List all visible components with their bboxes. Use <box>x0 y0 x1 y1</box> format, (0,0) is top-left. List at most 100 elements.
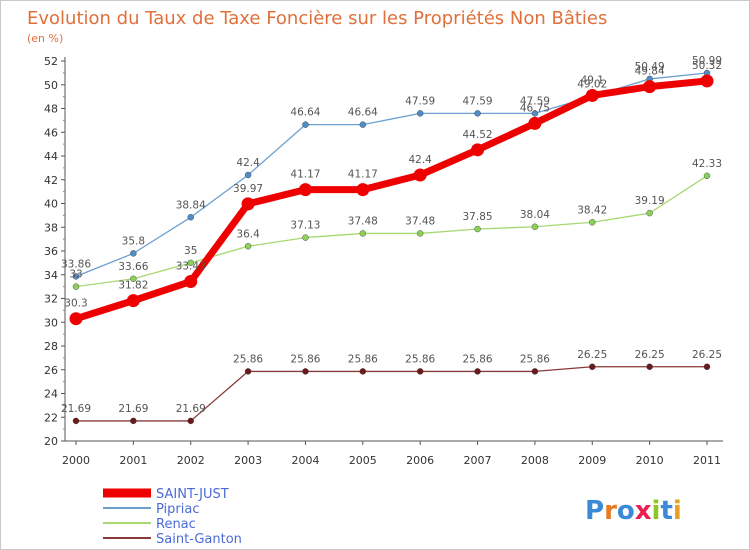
data-label-pipriac: 47.59 <box>405 95 435 107</box>
chart-subtitle: (en %) <box>27 32 63 45</box>
data-point-renac <box>474 225 481 233</box>
data-point-renac <box>302 234 309 241</box>
data-label-saint-just: 44.52 <box>463 129 493 141</box>
data-point-saint-just <box>413 168 427 182</box>
data-point-pipriac <box>359 121 367 128</box>
data-point-renac <box>416 230 424 237</box>
data-label-pipriac: 49.02 <box>577 78 607 90</box>
data-point-saint-ganton <box>416 368 424 375</box>
y-tick-label: 42 <box>44 174 58 187</box>
data-point-renac <box>703 172 711 180</box>
legend-label-pipriac: Pipriac <box>156 502 200 517</box>
data-label-pipriac: 50.49 <box>635 61 665 73</box>
data-point-saint-just <box>643 80 657 94</box>
data-label-saint-ganton: 21.69 <box>176 403 206 415</box>
data-label-pipriac: 38.84 <box>176 199 206 211</box>
x-tick-label: 2006 <box>406 454 434 467</box>
data-label-pipriac: 35.8 <box>122 235 145 247</box>
data-point-saint-ganton <box>646 363 653 370</box>
data-point-saint-ganton <box>359 368 367 375</box>
data-label-renac: 33 <box>69 269 82 281</box>
legend-label-saint-just: SAINT-JUST <box>156 487 229 502</box>
chart-axes: 20 22 24 26 28 30 32 34 36 38 40 42 44 46 48 50 52 2000 20… <box>44 55 723 467</box>
data-label-saint-ganton: 21.69 <box>118 403 148 415</box>
x-tick-label: 2000 <box>62 454 90 467</box>
data-point-saint-ganton <box>187 417 194 425</box>
series-line-saint-just <box>72 77 711 323</box>
logo-letter: x <box>635 496 652 526</box>
series-line-saint-ganton <box>75 366 708 422</box>
chart-data-labels: 33.86 35.8 38.84 42.4 46.64 46.64 47.59 47.59 47… <box>61 55 722 415</box>
data-point-saint-just <box>700 74 714 88</box>
x-tick-label: 2008 <box>521 454 549 467</box>
series-pipriac <box>72 69 711 280</box>
series-saint-ganton <box>72 363 711 425</box>
data-point-saint-just <box>241 197 255 211</box>
y-tick-label: 46 <box>44 126 58 139</box>
y-tick-label: 50 <box>44 79 58 92</box>
data-point-pipriac <box>130 250 137 257</box>
series-saint-just <box>69 74 714 326</box>
data-label-pipriac: 46.64 <box>290 107 320 119</box>
data-point-pipriac <box>416 110 424 117</box>
data-label-saint-ganton: 21.69 <box>61 403 91 415</box>
data-point-saint-ganton <box>474 368 481 375</box>
data-label-renac: 37.48 <box>405 215 435 227</box>
data-label-saint-ganton: 25.86 <box>348 353 378 365</box>
data-point-saint-just <box>356 183 370 197</box>
data-point-saint-just <box>471 143 485 157</box>
data-point-renac <box>359 230 367 237</box>
x-tick-label: 2001 <box>119 454 147 467</box>
data-point-pipriac <box>302 121 309 128</box>
data-label-renac: 37.48 <box>348 215 378 227</box>
logo-letter: i <box>673 496 682 526</box>
data-label-pipriac: 50.99 <box>692 55 722 67</box>
data-label-renac: 36.4 <box>236 228 260 240</box>
proxiti-logo: Proxiti <box>585 496 682 526</box>
y-tick-label: 28 <box>44 340 58 353</box>
data-label-renac: 38.04 <box>520 209 550 221</box>
logo-letter: o <box>617 496 635 526</box>
data-point-saint-just <box>184 275 198 289</box>
y-tick-label: 20 <box>44 435 58 448</box>
x-tick-label: 2002 <box>177 454 205 467</box>
data-label-renac: 38.42 <box>577 204 607 216</box>
y-tick-label: 40 <box>44 198 58 211</box>
data-label-saint-just: 41.17 <box>290 169 320 181</box>
data-point-renac <box>531 223 539 230</box>
data-point-renac <box>72 283 80 290</box>
data-label-saint-just: 42.4 <box>408 154 432 166</box>
data-point-saint-ganton <box>130 417 137 425</box>
data-label-saint-just: 41.17 <box>348 169 378 181</box>
x-tick-label: 2005 <box>349 454 377 467</box>
logo-text: Proxiti <box>585 496 682 526</box>
data-label-saint-ganton: 26.25 <box>577 349 607 361</box>
y-tick-label: 36 <box>44 245 58 258</box>
data-point-renac <box>589 219 596 226</box>
data-label-saint-just: 49.84 <box>635 66 665 78</box>
series-line-renac <box>75 175 708 288</box>
legend-label-renac: Renac <box>156 517 196 532</box>
y-tick-label: 22 <box>44 411 58 424</box>
data-point-saint-just <box>585 88 599 102</box>
data-label-saint-just: 33.43 <box>176 261 206 273</box>
logo-letter: t <box>660 496 672 526</box>
data-point-pipriac <box>474 110 481 117</box>
y-tick-label: 24 <box>44 388 58 401</box>
data-point-saint-ganton <box>244 368 252 375</box>
data-label-renac: 37.13 <box>290 220 320 232</box>
data-label-pipriac: 33.86 <box>61 258 91 270</box>
data-label-saint-just: 39.97 <box>233 183 263 195</box>
x-tick-label: 2010 <box>636 454 664 467</box>
x-tick-label: 2003 <box>234 454 262 467</box>
data-label-pipriac: 47.59 <box>520 95 550 107</box>
y-tick-label: 44 <box>44 150 58 163</box>
data-label-renac: 37.85 <box>463 211 493 223</box>
y-tick-label: 30 <box>44 316 58 329</box>
x-tick-label: 2009 <box>578 454 606 467</box>
logo-letter: P <box>585 496 604 526</box>
x-tick-label: 2011 <box>693 454 721 467</box>
